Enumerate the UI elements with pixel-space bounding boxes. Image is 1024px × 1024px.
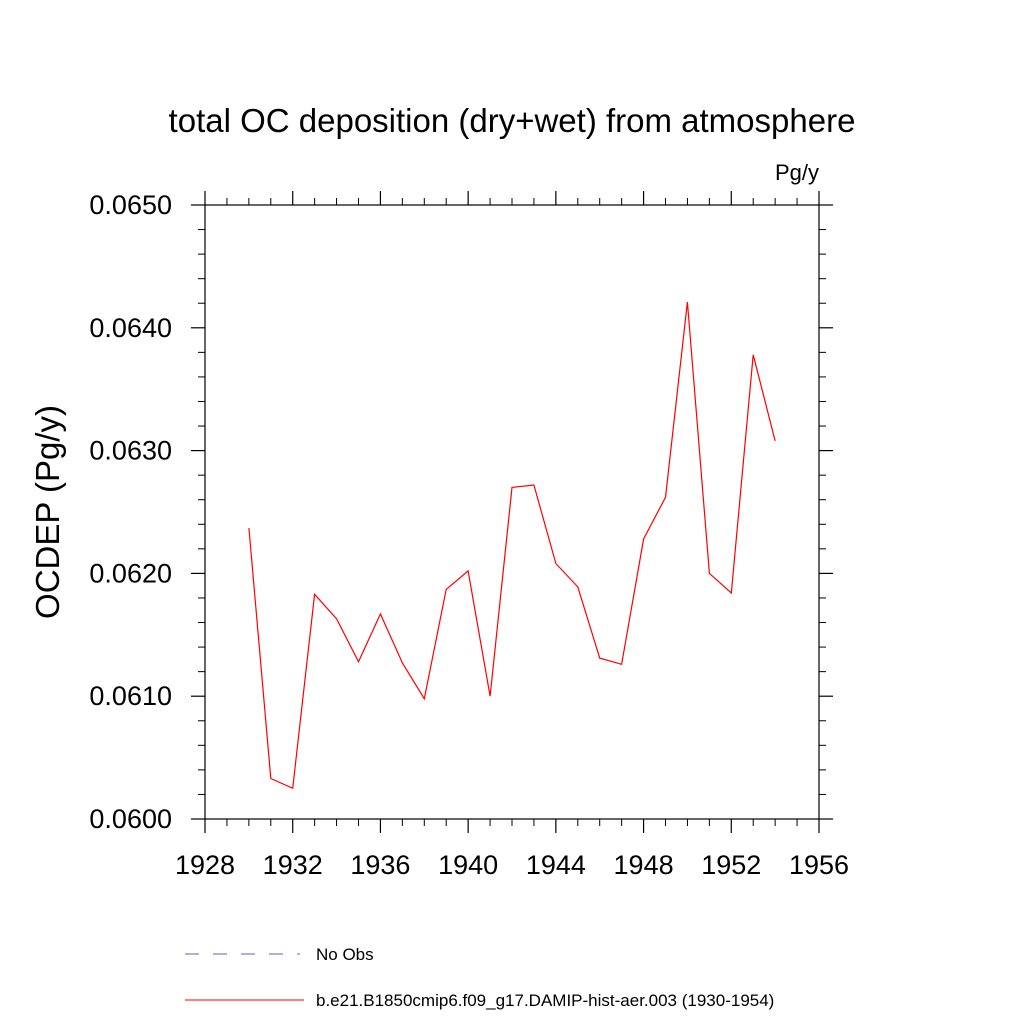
minor-ticks: [198, 198, 826, 826]
x-tick-label: 1928: [175, 850, 235, 880]
y-tick-label: 0.0640: [89, 313, 172, 343]
legend-label-no-obs: No Obs: [316, 945, 374, 964]
x-tick-label: 1936: [350, 850, 410, 880]
chart-title: total OC deposition (dry+wet) from atmos…: [169, 102, 856, 139]
legend-label-series: b.e21.B1850cmip6.f09_g17.DAMIP-hist-aer.…: [316, 991, 774, 1010]
legend: No Obs b.e21.B1850cmip6.f09_g17.DAMIP-hi…: [185, 945, 774, 1010]
x-tick-label: 1932: [263, 850, 323, 880]
y-tick-label: 0.0650: [89, 190, 172, 220]
series-layer: [248, 301, 776, 790]
y-tick-label: 0.0600: [89, 804, 172, 834]
x-tick-label: 1940: [438, 850, 498, 880]
y-axis-label: OCDEP (Pg/y): [29, 405, 66, 619]
y-tick-labels: 0.0600 0.0610 0.0620 0.0630 0.0640 0.0650: [89, 190, 172, 834]
x-tick-label: 1952: [701, 850, 761, 880]
y-tick-label: 0.0630: [89, 436, 172, 466]
x-tick-label: 1944: [526, 850, 586, 880]
x-tick-label: 1948: [614, 850, 674, 880]
major-ticks: [191, 191, 833, 833]
x-tick-label: 1956: [789, 850, 849, 880]
x-tick-labels: 1928 1932 1936 1940 1944 1948 1952 1956: [175, 850, 849, 880]
y-tick-label: 0.0610: [89, 681, 172, 711]
y-tick-label: 0.0620: [89, 558, 172, 588]
units-label: Pg/y: [775, 160, 819, 185]
series-line-0: [248, 301, 776, 790]
plot-frame: [204, 204, 820, 820]
